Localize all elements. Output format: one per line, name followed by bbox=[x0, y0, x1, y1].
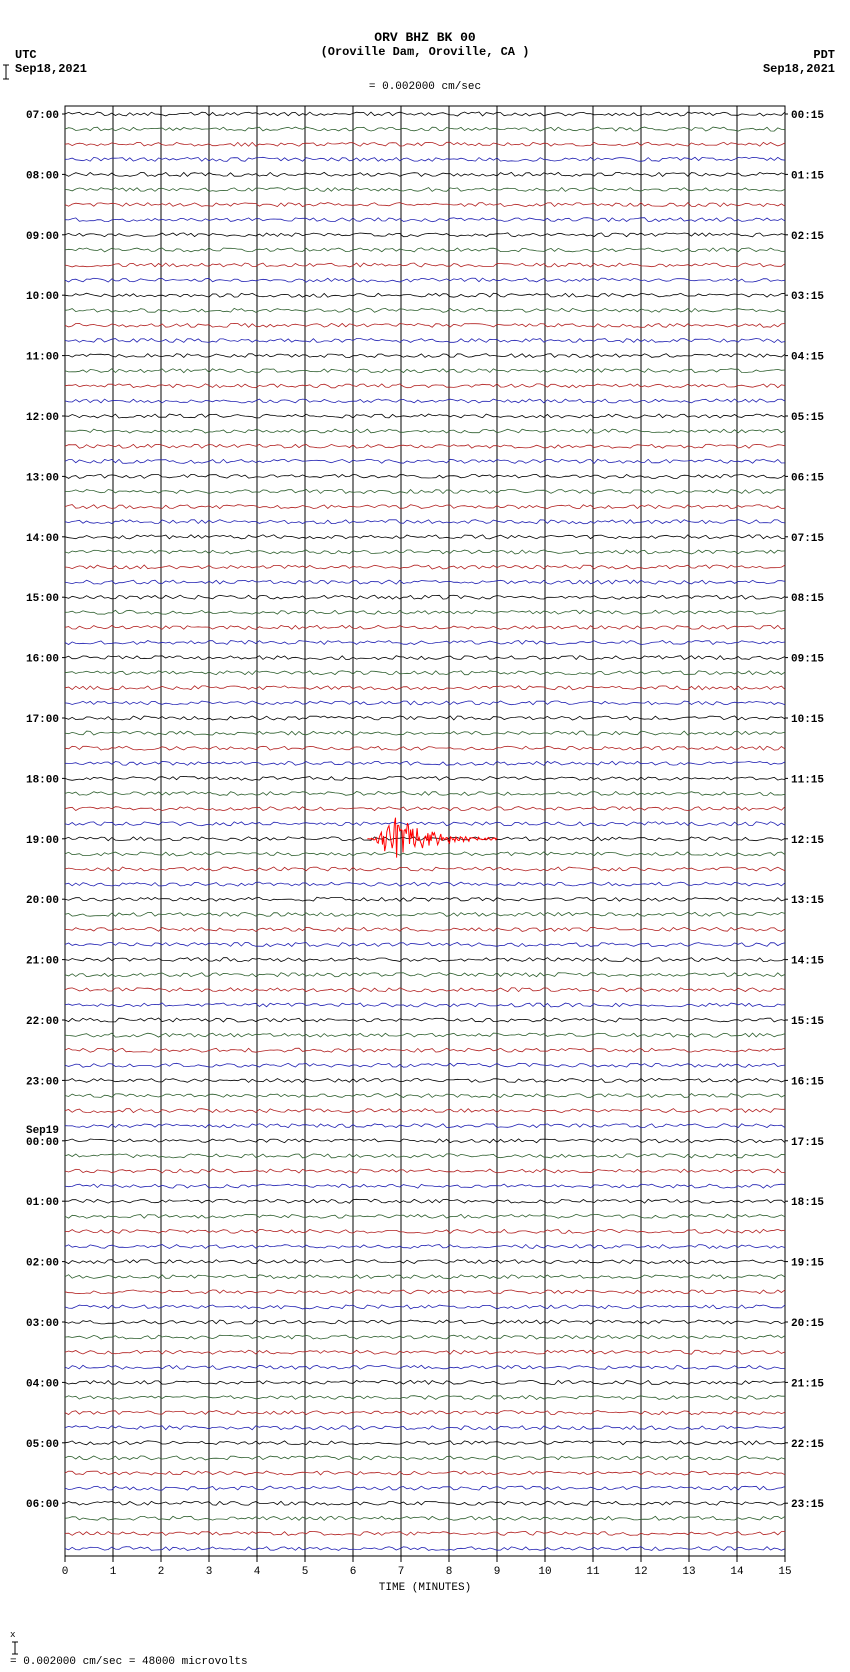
svg-text:17:00: 17:00 bbox=[26, 714, 59, 726]
svg-text:16:00: 16:00 bbox=[26, 654, 59, 666]
svg-text:03:15: 03:15 bbox=[791, 291, 824, 303]
svg-text:08:00: 08:00 bbox=[26, 170, 59, 182]
svg-text:02:15: 02:15 bbox=[791, 231, 824, 243]
svg-text:14:15: 14:15 bbox=[791, 956, 824, 968]
svg-text:10:00: 10:00 bbox=[26, 291, 59, 303]
svg-text:15:15: 15:15 bbox=[791, 1016, 824, 1028]
svg-text:07:15: 07:15 bbox=[791, 533, 824, 545]
svg-text:3: 3 bbox=[206, 1566, 213, 1578]
svg-text:6: 6 bbox=[350, 1566, 357, 1578]
svg-text:14:00: 14:00 bbox=[26, 533, 59, 545]
svg-text:Sep19: Sep19 bbox=[26, 1125, 59, 1137]
svg-text:2: 2 bbox=[158, 1566, 165, 1578]
svg-text:20:15: 20:15 bbox=[791, 1318, 824, 1330]
svg-text:21:00: 21:00 bbox=[26, 956, 59, 968]
svg-text:14: 14 bbox=[730, 1566, 744, 1578]
footer-text: = 0.002000 cm/sec = 48000 microvolts bbox=[10, 1656, 248, 1668]
svg-text:03:00: 03:00 bbox=[26, 1318, 59, 1330]
svg-text:17:15: 17:15 bbox=[791, 1137, 824, 1149]
tz-right-label: PDT bbox=[813, 48, 835, 62]
svg-text:10:15: 10:15 bbox=[791, 714, 824, 726]
svg-text:12: 12 bbox=[634, 1566, 647, 1578]
svg-text:09:15: 09:15 bbox=[791, 654, 824, 666]
svg-text:08:15: 08:15 bbox=[791, 593, 824, 605]
scale-bar-icon bbox=[0, 63, 12, 81]
svg-text:21:15: 21:15 bbox=[791, 1378, 824, 1390]
svg-text:18:15: 18:15 bbox=[791, 1197, 824, 1209]
svg-text:07:00: 07:00 bbox=[26, 110, 59, 122]
svg-text:12:15: 12:15 bbox=[791, 835, 824, 847]
svg-text:13: 13 bbox=[682, 1566, 695, 1578]
scale-bar-icon bbox=[10, 1640, 20, 1656]
svg-text:18:00: 18:00 bbox=[26, 774, 59, 786]
svg-text:15: 15 bbox=[778, 1566, 791, 1578]
svg-text:23:15: 23:15 bbox=[791, 1499, 824, 1511]
svg-text:TIME (MINUTES): TIME (MINUTES) bbox=[379, 1582, 471, 1594]
svg-text:16:15: 16:15 bbox=[791, 1076, 824, 1088]
scale-text: = 0.002000 cm/sec bbox=[369, 81, 481, 93]
chart-subtitle: (Oroville Dam, Oroville, CA ) bbox=[0, 45, 850, 59]
svg-text:04:00: 04:00 bbox=[26, 1378, 59, 1390]
date-left-label: Sep18,2021 bbox=[15, 62, 87, 76]
svg-text:02:00: 02:00 bbox=[26, 1258, 59, 1270]
svg-text:20:00: 20:00 bbox=[26, 895, 59, 907]
svg-text:13:15: 13:15 bbox=[791, 895, 824, 907]
svg-text:4: 4 bbox=[254, 1566, 261, 1578]
svg-text:10: 10 bbox=[538, 1566, 551, 1578]
svg-text:0: 0 bbox=[62, 1566, 69, 1578]
svg-text:19:00: 19:00 bbox=[26, 835, 59, 847]
svg-text:01:00: 01:00 bbox=[26, 1197, 59, 1209]
tz-left-label: UTC bbox=[15, 48, 37, 62]
svg-text:7: 7 bbox=[398, 1566, 405, 1578]
svg-text:23:00: 23:00 bbox=[26, 1076, 59, 1088]
svg-text:22:00: 22:00 bbox=[26, 1016, 59, 1028]
svg-text:19:15: 19:15 bbox=[791, 1258, 824, 1270]
seismogram-container: UTC Sep18,2021 PDT Sep18,2021 ORV BHZ BK… bbox=[0, 0, 850, 1613]
svg-text:00:00: 00:00 bbox=[26, 1137, 59, 1149]
svg-text:04:15: 04:15 bbox=[791, 352, 824, 364]
svg-text:01:15: 01:15 bbox=[791, 170, 824, 182]
svg-text:15:00: 15:00 bbox=[26, 593, 59, 605]
svg-text:9: 9 bbox=[494, 1566, 501, 1578]
seismogram-chart: 0123456789101112131415TIME (MINUTES)07:0… bbox=[0, 101, 850, 1611]
chart-title: ORV BHZ BK 00 bbox=[0, 0, 850, 45]
svg-text:11:15: 11:15 bbox=[791, 774, 824, 786]
svg-text:05:15: 05:15 bbox=[791, 412, 824, 424]
svg-text:11:00: 11:00 bbox=[26, 352, 59, 364]
svg-text:06:00: 06:00 bbox=[26, 1499, 59, 1511]
svg-text:8: 8 bbox=[446, 1566, 453, 1578]
svg-text:00:15: 00:15 bbox=[791, 110, 824, 122]
svg-text:5: 5 bbox=[302, 1566, 309, 1578]
svg-text:22:15: 22:15 bbox=[791, 1439, 824, 1451]
date-right-label: Sep18,2021 bbox=[763, 62, 835, 76]
svg-text:1: 1 bbox=[110, 1566, 117, 1578]
svg-text:12:00: 12:00 bbox=[26, 412, 59, 424]
scale-indicator: = 0.002000 cm/sec bbox=[0, 59, 850, 101]
footer: x = 0.002000 cm/sec = 48000 microvolts bbox=[0, 1611, 850, 1668]
svg-text:06:15: 06:15 bbox=[791, 472, 824, 484]
svg-text:13:00: 13:00 bbox=[26, 472, 59, 484]
svg-text:11: 11 bbox=[586, 1566, 600, 1578]
svg-text:05:00: 05:00 bbox=[26, 1439, 59, 1451]
svg-text:09:00: 09:00 bbox=[26, 231, 59, 243]
